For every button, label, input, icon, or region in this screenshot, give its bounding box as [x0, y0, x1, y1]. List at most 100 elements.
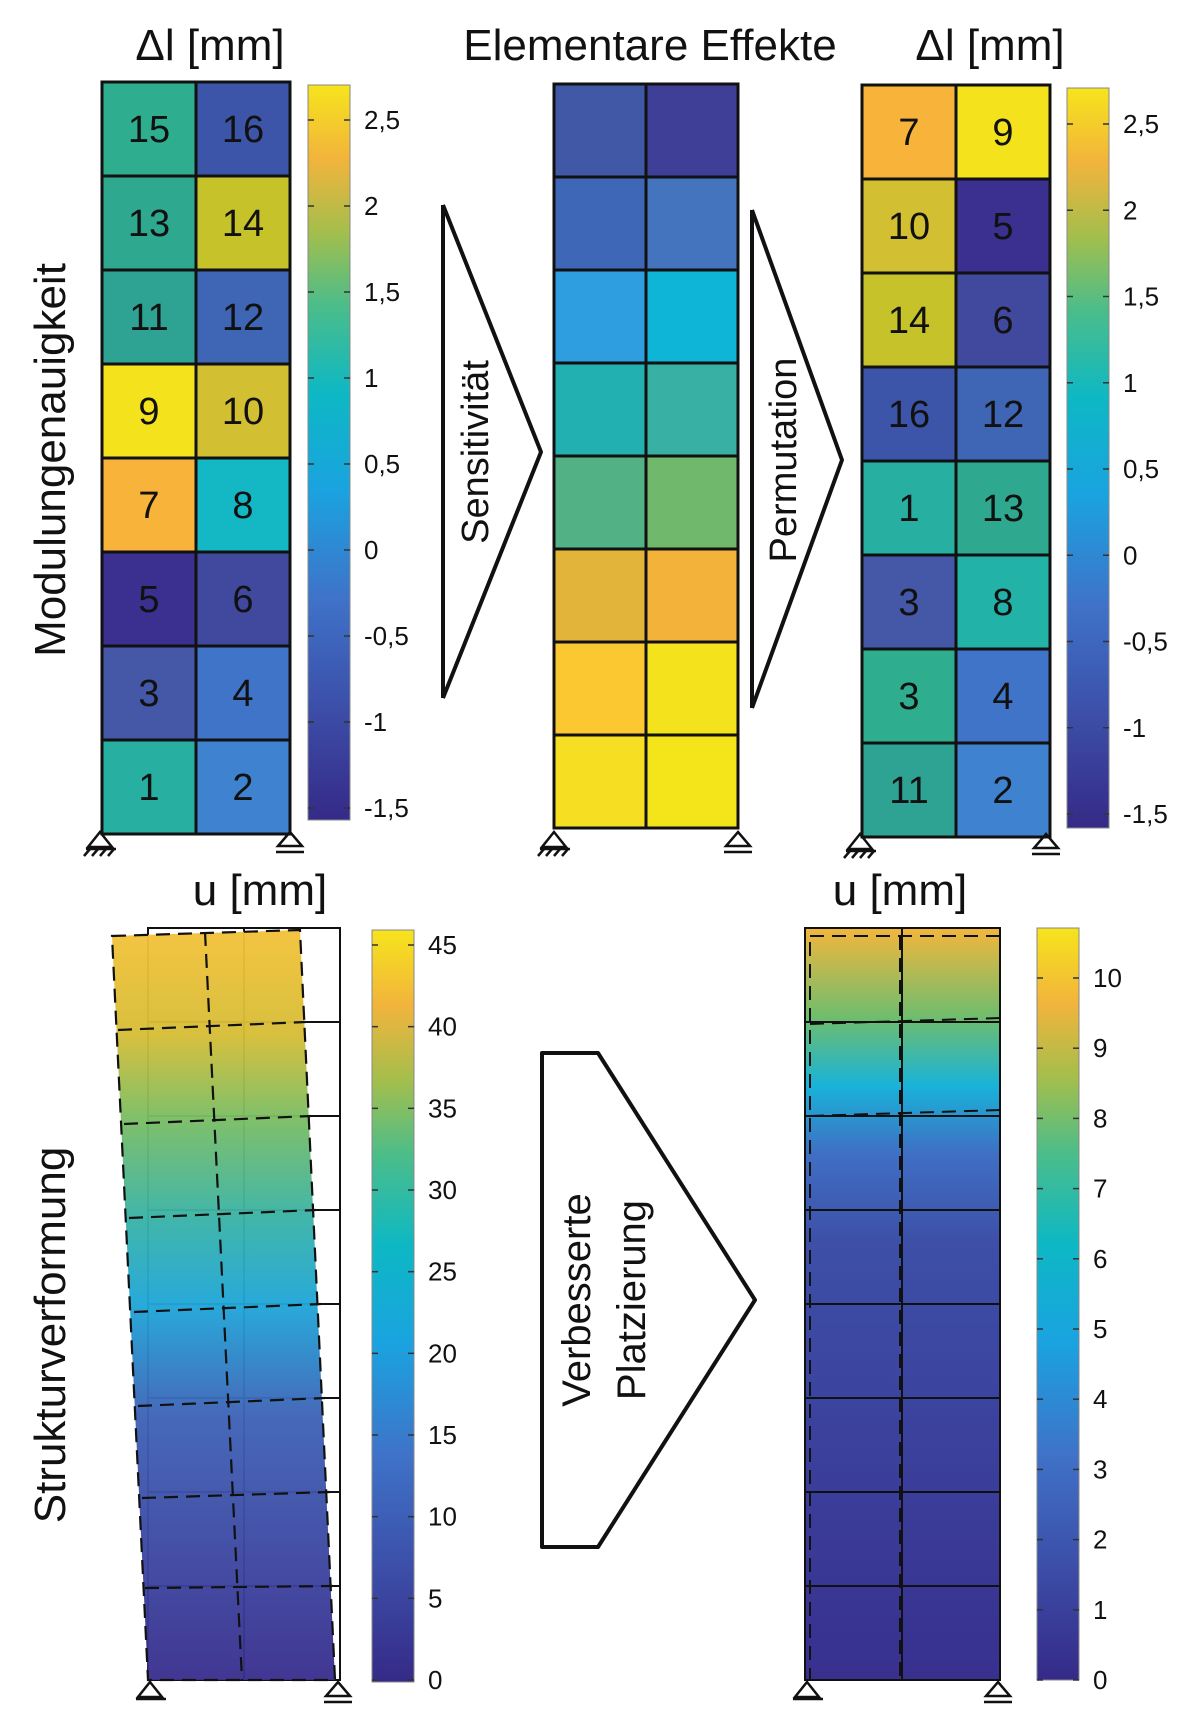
colorbar-tick-label: 1 [364, 363, 378, 393]
arrow-sensitivity-label: Sensitivität [455, 360, 497, 544]
module-number-label: 3 [898, 676, 919, 718]
colorbar-delta-l-right [1066, 87, 1110, 829]
grid-cell [644, 268, 740, 365]
module-number-label: 5 [992, 206, 1013, 248]
grid-cell [552, 733, 648, 830]
module-number-label: 14 [888, 300, 930, 342]
grid-cell [194, 268, 292, 366]
arrow-permutation-label: Permutation [763, 358, 805, 563]
u-title-right: u [mm] [833, 866, 967, 915]
colorbar-delta-l-left [307, 84, 351, 821]
module-number-label: 13 [982, 488, 1024, 530]
colorbar-tick-label: 6 [1093, 1244, 1107, 1274]
colorbar-u-right [1036, 927, 1080, 1681]
module-number-label: 8 [232, 485, 253, 527]
support-pin-right-grid [843, 831, 876, 859]
colorbar-ticks-u-left: 45 40 35 30 25 20 15 10 5 0 [372, 930, 457, 1695]
module-number-label: 6 [232, 579, 253, 621]
colorbar-tick-label: 0 [428, 1665, 442, 1695]
grid-cell [194, 174, 292, 272]
grid-cell [860, 741, 958, 839]
grid-cell [194, 80, 292, 178]
module-number-label: 2 [232, 767, 253, 809]
colorbar-tick-label: 25 [428, 1257, 457, 1287]
module-number-label: 4 [992, 676, 1013, 718]
module-number-label: 1 [138, 767, 159, 809]
arrow-improved-label-line2: Platzierung [610, 1200, 654, 1400]
colorbar-tick-label: 7 [1093, 1174, 1107, 1204]
module-number-label: 12 [222, 297, 264, 339]
colorbar-tick-label: 10 [1093, 963, 1122, 993]
u-title-left: u [mm] [193, 866, 327, 915]
module-number-label: 2 [992, 770, 1013, 812]
module-number-label: 12 [982, 394, 1024, 436]
colorbar-tick-label: 2,5 [364, 105, 400, 135]
grid-cell [860, 365, 958, 463]
colorbar-tick-label: 5 [1093, 1314, 1107, 1344]
colorbar-tick-label: 20 [428, 1338, 457, 1368]
colorbar-tick-label: -1,5 [364, 793, 409, 823]
colorbar-tick-label: -1,5 [1123, 799, 1168, 829]
grid-cell [552, 82, 648, 179]
deformed-structure-left [110, 927, 353, 1704]
grid-cell [100, 80, 198, 178]
grid-cell [552, 640, 648, 737]
support-pin-left-grid [83, 829, 116, 857]
colorbar-ticks-delta-l-left: 2,5 2 1,5 1 0,5 0 -0,5 -1 -1,5 [308, 105, 409, 823]
grid-permuted: 7 9 10 5 14 6 16 12 1 13 3 8 3 4 11 2 [860, 83, 1052, 839]
grid-cell [644, 640, 740, 737]
module-number-label: 14 [222, 203, 264, 245]
module-number-label: 10 [222, 391, 264, 433]
colorbar-tick-label: -0,5 [364, 621, 409, 651]
grid-cell [954, 177, 1052, 275]
colorbar-tick-label: 8 [1093, 1103, 1107, 1133]
module-number-label: 7 [138, 485, 159, 527]
support-pin-middle-grid [537, 829, 570, 857]
arrow-improved-label-line1: Verbesserte [555, 1193, 599, 1406]
grid-cell [860, 177, 958, 275]
colorbar-tick-label: 4 [1093, 1384, 1107, 1414]
row-label-module-inaccuracy: Modulungenauigkeit [26, 263, 75, 657]
delta-l-title-left: Δl [mm] [135, 21, 284, 70]
grid-cell [954, 647, 1052, 745]
grid-cell [954, 459, 1052, 557]
module-number-label: 13 [128, 203, 170, 245]
grid-cell [954, 83, 1052, 181]
module-number-label: 10 [888, 206, 930, 248]
colorbar-tick-label: 45 [428, 930, 457, 960]
arrow-sensitivity [441, 204, 543, 699]
module-number-label: 7 [898, 112, 919, 154]
colorbar-tick-label: 30 [428, 1175, 457, 1205]
grid-cell [194, 362, 292, 460]
grid-cell [552, 175, 648, 272]
colorbar-tick-label: -1 [1123, 713, 1146, 743]
module-number-label: 3 [138, 673, 159, 715]
module-number-label: 9 [992, 112, 1013, 154]
grid-cell [644, 547, 740, 644]
module-number-label: 9 [138, 391, 159, 433]
grid-cell [954, 741, 1052, 839]
grid-cell [194, 644, 292, 742]
grid-cell [860, 553, 958, 651]
grid-elementary-effects [552, 82, 740, 830]
colorbar-tick-label: 35 [428, 1093, 457, 1123]
grid-cell [552, 547, 648, 644]
colorbar-tick-label: 0 [364, 535, 378, 565]
grid-cell [954, 365, 1052, 463]
module-number-label: 11 [129, 297, 168, 339]
module-number-label: 16 [222, 109, 264, 151]
module-number-label: 8 [992, 582, 1013, 624]
module-number-label: 6 [992, 300, 1013, 342]
colorbar-tick-label: -1 [364, 707, 387, 737]
colorbar-tick-label: 2 [364, 191, 378, 221]
delta-l-title-right: Δl [mm] [915, 21, 1064, 70]
colorbar-tick-label: 0,5 [364, 449, 400, 479]
grid-cell [860, 271, 958, 369]
grid-cell [552, 454, 648, 551]
colorbar-tick-label: 40 [428, 1012, 457, 1042]
grid-cell [644, 361, 740, 458]
colorbar-tick-label: 0,5 [1123, 454, 1159, 484]
